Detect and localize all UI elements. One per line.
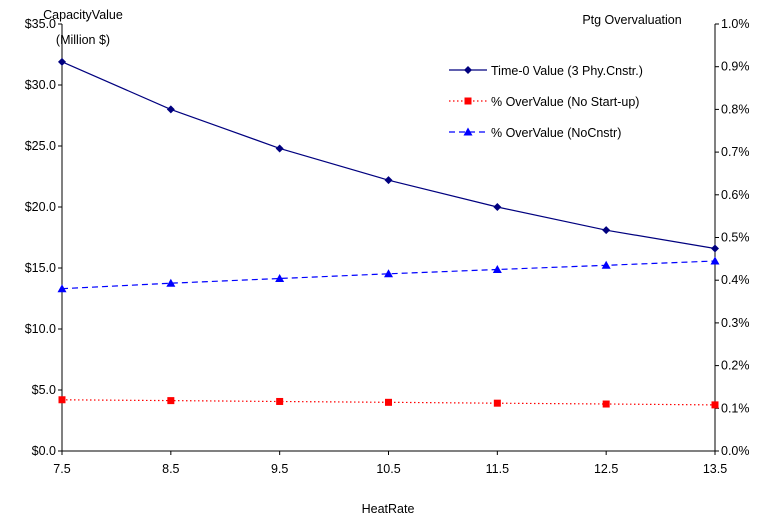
series-point-1 [602,400,610,408]
series-point-2 [166,278,176,287]
legend-item-time0-value: Time-0 Value (3 Phy.Cnstr.) [449,64,643,78]
series-point-1 [167,397,175,405]
series-point-0 [711,244,719,253]
chart-tick-labels: $0.0 $5.0 $10.0 $15.0 $20.0 $25.0 $30.0 $35.0 0.… [25,17,750,476]
series-point-2 [492,265,502,274]
x-axis-title: HeatRate [362,502,415,516]
series-point-0 [275,144,284,153]
x-tick-label: 9.5 [271,462,288,476]
legend-marker-no-startup [464,97,472,105]
series-point-1 [493,399,501,407]
y-left-tick-label: $5.0 [32,383,56,397]
y-right-tick-label: 0.8% [721,102,750,116]
series-point-0 [58,57,66,66]
legend-item-overvalue-no-startup: % OverValue (No Start-up) [449,95,639,109]
y-right-tick-label: 0.9% [721,60,750,74]
y-right-axis-title: Ptg Overvaluation [582,13,681,27]
y-left-tick-label: $25.0 [25,139,56,153]
series-point-2 [57,284,67,293]
series-point-0 [166,105,175,114]
chart-axes [58,23,719,455]
plot-area [57,57,720,409]
x-tick-label: 12.5 [594,462,618,476]
legend: Time-0 Value (3 Phy.Cnstr.) % OverValue … [449,64,643,140]
legend-label-no-startup: % OverValue (No Start-up) [491,95,639,109]
series-point-1 [385,398,392,406]
series-point-1 [58,396,66,404]
series-point-2 [384,269,393,278]
series-point-2 [601,260,611,269]
y-left-axis-title-line1: CapacityValue [43,8,123,22]
legend-item-overvalue-nocnstr: % OverValue (NoCnstr) [449,126,621,140]
y-right-tick-label: 0.2% [721,359,750,373]
x-tick-label: 10.5 [376,462,400,476]
x-tick-label: 8.5 [162,462,179,476]
y-right-tick-label: 0.5% [721,231,750,245]
y-left-tick-label: $15.0 [25,261,56,275]
series-point-2 [710,256,720,265]
y-left-tick-label: $20.0 [25,200,56,214]
series-point-1 [276,397,284,405]
y-left-axis-title-line2: (Million $) [56,33,110,47]
legend-label-time0: Time-0 Value (3 Phy.Cnstr.) [491,64,643,78]
y-left-tick-label: $0.0 [32,444,56,458]
x-tick-label: 7.5 [53,462,70,476]
x-tick-label: 13.5 [703,462,727,476]
series-point-0 [384,176,393,185]
series-point-2 [275,273,285,282]
y-left-tick-label: $35.0 [25,17,56,31]
y-right-tick-label: 0.0% [721,444,750,458]
series-point-0 [602,226,611,235]
series-point-0 [493,203,502,211]
y-right-tick-label: 1.0% [721,17,750,31]
y-right-tick-label: 0.3% [721,316,750,330]
legend-marker-time0 [464,66,472,74]
legend-label-nocnstr: % OverValue (NoCnstr) [491,126,621,140]
x-tick-label: 11.5 [486,462,509,476]
y-right-tick-label: 0.7% [721,145,750,159]
y-right-tick-label: 0.4% [721,273,750,287]
y-right-tick-label: 0.1% [721,401,750,415]
y-right-tick-label: 0.6% [721,188,750,202]
series-line-0 [61,61,716,250]
series-point-1 [711,401,719,409]
y-left-tick-label: $30.0 [25,78,56,92]
y-left-tick-label: $10.0 [25,322,56,336]
legend-marker-nocnstr [463,127,473,136]
